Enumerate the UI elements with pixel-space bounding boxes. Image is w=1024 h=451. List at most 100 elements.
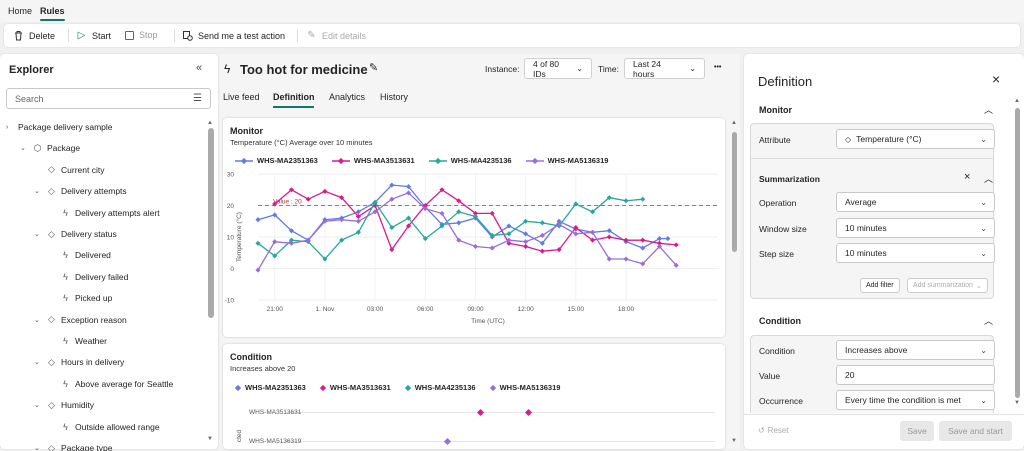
tree-chevron-icon[interactable]: ⌄ <box>34 402 40 410</box>
scroll-down-icon[interactable]: ▼ <box>207 436 213 442</box>
data-point <box>489 245 495 251</box>
step-size-select[interactable]: 10 minutes ⌄ <box>836 243 995 263</box>
start-button[interactable]: ▷ Start <box>76 30 111 41</box>
tree-item[interactable]: ϟ Above average for Seattle <box>48 377 173 391</box>
tree-item[interactable]: ⌄ ◇ Exception reason <box>34 313 127 327</box>
instance-select[interactable]: 4 of 80 IDs ⌄ <box>524 58 592 79</box>
tree-item[interactable]: ϟ Delivered <box>48 248 111 262</box>
remove-summarization-icon[interactable]: × <box>964 171 971 183</box>
legend-item[interactable]: WHS-MA2351363 <box>235 383 306 392</box>
tree-item[interactable]: ϟ Delivery attempts alert <box>48 206 160 220</box>
tree-item[interactable]: › Package delivery sample <box>6 120 113 134</box>
scroll-up-icon[interactable]: ▲ <box>731 120 737 126</box>
condition-event-marker[interactable] <box>443 437 452 446</box>
add-filter-button[interactable]: Add filter <box>860 278 900 293</box>
operation-label: Operation <box>759 198 797 208</box>
tree-chevron-icon[interactable]: ⌄ <box>34 231 40 238</box>
condition-select[interactable]: Increases above ⌄ <box>836 340 995 360</box>
value-input[interactable]: 20 <box>836 365 995 385</box>
tab-home[interactable]: Home <box>8 6 33 16</box>
scroll-up-icon[interactable]: ▲ <box>207 120 213 126</box>
scroll-up-icon[interactable]: ▲ <box>1014 98 1020 104</box>
y-tick-label: 0 <box>230 266 234 273</box>
chevron-up-icon[interactable]: ︿ <box>984 105 994 115</box>
legend-item[interactable]: WHS-MA4235136 <box>428 156 512 165</box>
tree-chevron-icon[interactable]: ⌄ <box>34 359 40 367</box>
tree-item[interactable]: ⌄ ◇ Hours in delivery <box>34 355 124 369</box>
legend-item[interactable]: WHS-MA4235136 <box>404 383 476 392</box>
definition-scrollbar[interactable] <box>1015 108 1020 398</box>
stop-button[interactable]: Stop <box>125 30 158 40</box>
active-tab-indicator <box>273 106 314 108</box>
operation-select[interactable]: Average ⌄ <box>836 192 995 212</box>
more-options-icon[interactable]: ••• <box>714 64 722 71</box>
time-select[interactable]: Last 24 hours ⌄ <box>624 58 705 79</box>
legend-item[interactable]: WHS-MA3513631 <box>319 383 391 392</box>
edit-details-label: Edit details <box>322 30 367 41</box>
legend-item[interactable]: WHS-MA5136319 <box>525 156 608 165</box>
tree-item[interactable]: ⌄ ◇ Delivery attempts <box>34 184 127 198</box>
tree-item[interactable]: ⌄ ◇ Delivery status <box>34 227 117 241</box>
tab-live-feed[interactable]: Live feed <box>223 92 260 102</box>
tree-item[interactable]: ϟ Outside allowed range <box>48 420 159 434</box>
legend-swatch <box>428 157 447 164</box>
data-point <box>355 213 361 220</box>
edit-details-button[interactable]: ✎ Edit details <box>306 30 366 41</box>
data-point <box>255 267 261 273</box>
window-size-select[interactable]: 10 minutes ⌄ <box>836 218 995 238</box>
delete-button[interactable]: Delete <box>13 30 55 41</box>
save-button[interactable]: Save <box>900 421 934 441</box>
scroll-down-icon[interactable]: ▼ <box>1014 400 1020 406</box>
monitor-card-subtitle: Temperature (°C) Average over 10 minutes <box>230 138 373 147</box>
collapse-panel-icon[interactable]: « <box>196 62 203 74</box>
tree-chevron-icon[interactable]: › <box>6 123 9 131</box>
scroll-down-icon[interactable]: ▼ <box>731 438 737 444</box>
tree-item[interactable]: ϟ Picked up <box>48 291 112 305</box>
chevron-down-icon: ⌄ <box>980 395 987 405</box>
chevron-up-icon[interactable]: ︿ <box>984 316 994 326</box>
tree-item-label: Humidity <box>61 400 95 411</box>
tree-item[interactable]: ϟ Weather <box>48 334 107 348</box>
send-test-action-button[interactable]: Send me a test action <box>182 30 285 41</box>
chevron-down-icon: ⌄ <box>980 248 987 258</box>
data-point <box>673 242 679 248</box>
tree-item[interactable]: ⌄ ◇ Humidity <box>34 398 94 412</box>
tree-chevron-icon[interactable]: ⌄ <box>34 316 40 324</box>
condition-event-marker[interactable] <box>524 408 533 417</box>
tab-rules[interactable]: Rules <box>40 6 65 21</box>
filter-icon[interactable]: ☰ <box>193 93 202 104</box>
property-icon: ◇ <box>48 185 55 196</box>
chevron-up-icon[interactable]: ︿ <box>984 174 994 184</box>
tree-chevron-icon[interactable]: ⌄ <box>34 445 40 451</box>
tree-item[interactable]: ⌄ ⬡ Package <box>20 141 80 155</box>
tab-history[interactable]: History <box>380 92 409 102</box>
tree-item[interactable]: ◇ Current city <box>34 163 104 177</box>
tab-analytics[interactable]: Analytics <box>329 92 366 102</box>
legend-item[interactable]: WHS-MA3513631 <box>331 156 415 165</box>
tab-definition[interactable]: Definition <box>273 92 315 102</box>
search-input[interactable]: Search ☰ <box>6 88 211 109</box>
attribute-label: Attribute <box>759 135 791 145</box>
tree-chevron-icon[interactable]: ⌄ <box>20 145 26 153</box>
occurrence-select[interactable]: Every time the condition is met ⌄ <box>836 390 995 410</box>
legend-item[interactable]: WHS-MA2351363 <box>235 156 318 165</box>
chevron-down-icon: ⌄ <box>980 345 987 355</box>
tree-item[interactable]: ⌄ ◇ Package type <box>34 441 113 451</box>
play-icon: ▷ <box>77 30 86 41</box>
tree-item-label: Delivery attempts alert <box>75 207 160 218</box>
explorer-scrollbar[interactable] <box>208 128 214 318</box>
tree-item[interactable]: ϟ Delivery failed <box>48 270 128 284</box>
attribute-select[interactable]: ◇ Temperature (°C) ⌄ <box>836 129 995 149</box>
condition-event-marker[interactable] <box>476 408 485 417</box>
add-summarization-button[interactable]: Add summarization ⌄ <box>907 278 988 293</box>
legend-item[interactable]: WHS-MA5136319 <box>489 383 560 392</box>
main-scrollbar[interactable] <box>732 132 737 252</box>
save-and-start-button[interactable]: Save and start <box>939 421 1012 441</box>
rename-icon[interactable]: ✎ <box>369 62 379 74</box>
tree-item-label: Package type <box>61 443 113 451</box>
reset-button[interactable]: ↺ Reset <box>758 426 789 435</box>
save-and-start-label: Save and start <box>948 426 1003 436</box>
tree-chevron-icon[interactable]: ⌄ <box>34 188 40 196</box>
close-icon[interactable]: × <box>992 71 1001 87</box>
delete-label: Delete <box>29 30 56 41</box>
